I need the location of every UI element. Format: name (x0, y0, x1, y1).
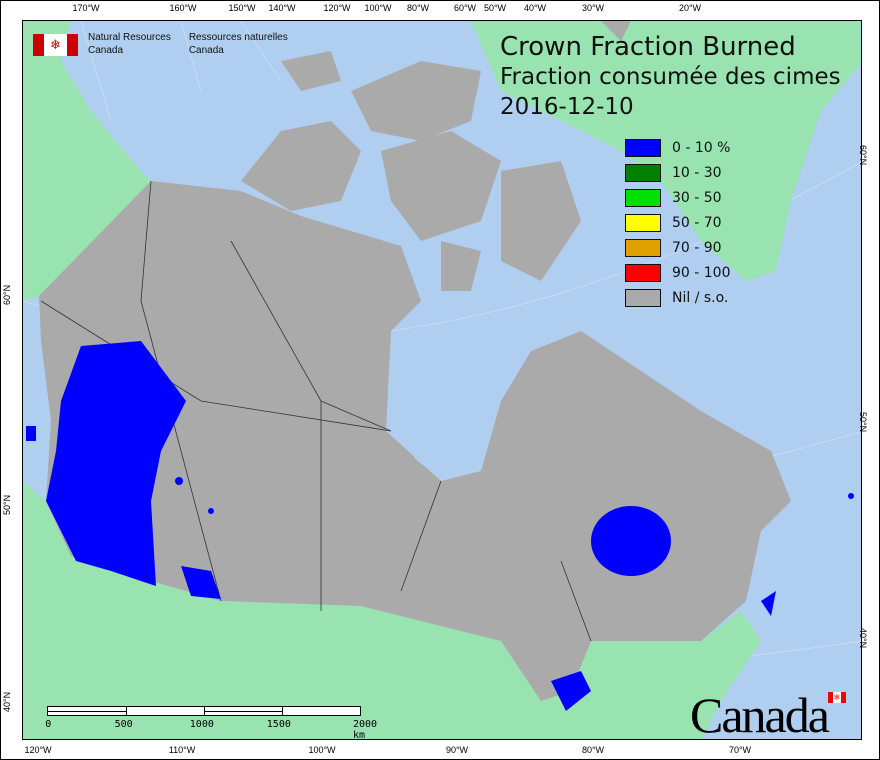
legend-label: Nil / s.o. (672, 289, 729, 306)
tick-label: 40°N (2, 691, 12, 712)
org-name-en: Canada (88, 45, 124, 56)
tick-label: 80°W (406, 3, 430, 13)
legend-swatch (625, 138, 661, 157)
canada-wordmark: Canada ❄ (690, 686, 846, 744)
tick-label: 150°W (228, 3, 256, 13)
scale-label: 2000 km (353, 719, 378, 741)
arctic-islands (241, 21, 631, 291)
legend-swatch (625, 288, 661, 307)
legend-label: 90 - 100 (672, 264, 731, 281)
tick-label: 50°N (858, 412, 868, 433)
burned-areas (26, 341, 854, 711)
tick-label: 100°W (364, 3, 392, 13)
tick-label: 120°W (24, 745, 52, 755)
map-date: 2016-12-10 (500, 94, 634, 120)
tick-label: 80°W (581, 745, 605, 755)
canada-flag-icon: ❄ (33, 34, 78, 56)
provincial-borders (40, 180, 592, 642)
tick-label: 50°N (2, 494, 12, 515)
tick-label: 160°W (169, 3, 197, 13)
tick-label: 60°W (453, 3, 477, 13)
tick-label: 40°N (858, 628, 868, 649)
legend-swatch (625, 213, 661, 232)
legend-item: 10 - 30 (625, 160, 731, 185)
alaska (23, 21, 151, 301)
tick-label: 40°W (523, 3, 547, 13)
scale-label: 1000 (189, 719, 214, 730)
legend-swatch (625, 263, 661, 282)
legend-item: 50 - 70 (625, 210, 731, 235)
scale-label: 500 (114, 719, 133, 730)
legend: 0 - 10 % 10 - 30 30 - 50 50 - 70 70 - 90 90 -… (625, 135, 731, 310)
org-name-en: Natural Resources (88, 32, 171, 43)
scale-bar: 0 500 1000 1500 2000 km (45, 706, 377, 741)
hudson-bay (396, 331, 486, 471)
tick-label: 50°W (483, 3, 507, 13)
canada-mainland (39, 181, 791, 701)
scale-label: 1500 (266, 719, 291, 730)
legend-item: 90 - 100 (625, 260, 731, 285)
legend-item: Nil / s.o. (625, 285, 731, 310)
scale-label: 0 (45, 719, 52, 730)
legend-label: 0 - 10 % (672, 139, 731, 156)
title-en: Crown Fraction Burned (500, 32, 796, 62)
tick-label: 120°W (323, 3, 351, 13)
canada-flag-icon: ❄ (828, 692, 846, 703)
map-svg (23, 21, 861, 739)
legend-label: 50 - 70 (672, 214, 722, 231)
tick-label: 30°W (581, 3, 605, 13)
org-name-fr: Ressources naturelles (188, 32, 288, 43)
map-title: Crown Fraction Burned Fraction consumée … (500, 32, 841, 122)
tick-label: 70°W (728, 745, 752, 755)
greenland (471, 21, 861, 281)
legend-swatch (625, 188, 661, 207)
tick-label: 90°W (445, 745, 469, 755)
tick-label: 140°W (268, 3, 296, 13)
tick-label: 60°N (2, 284, 12, 305)
legend-item: 30 - 50 (625, 185, 731, 210)
wordmark-text: Canada (690, 687, 830, 743)
org-name-fr: Canada (188, 45, 224, 56)
map-canvas[interactable] (22, 20, 862, 740)
legend-label: 10 - 30 (672, 164, 722, 181)
nrcan-signature: ❄ Natural Resources Canada Ressources nat… (33, 31, 288, 57)
legend-item: 70 - 90 (625, 235, 731, 260)
tick-label: 170°W (72, 3, 100, 13)
tick-label: 100°W (308, 745, 336, 755)
legend-label: 30 - 50 (672, 189, 722, 206)
tick-label: 110°W (168, 745, 196, 755)
legend-swatch (625, 238, 661, 257)
legend-item: 0 - 10 % (625, 135, 731, 160)
tick-label: 60°N (858, 145, 868, 166)
legend-label: 70 - 90 (672, 239, 722, 256)
tick-label: 20°W (678, 3, 702, 13)
title-fr: Fraction consumée des cimes (500, 64, 841, 90)
legend-swatch (625, 163, 661, 182)
